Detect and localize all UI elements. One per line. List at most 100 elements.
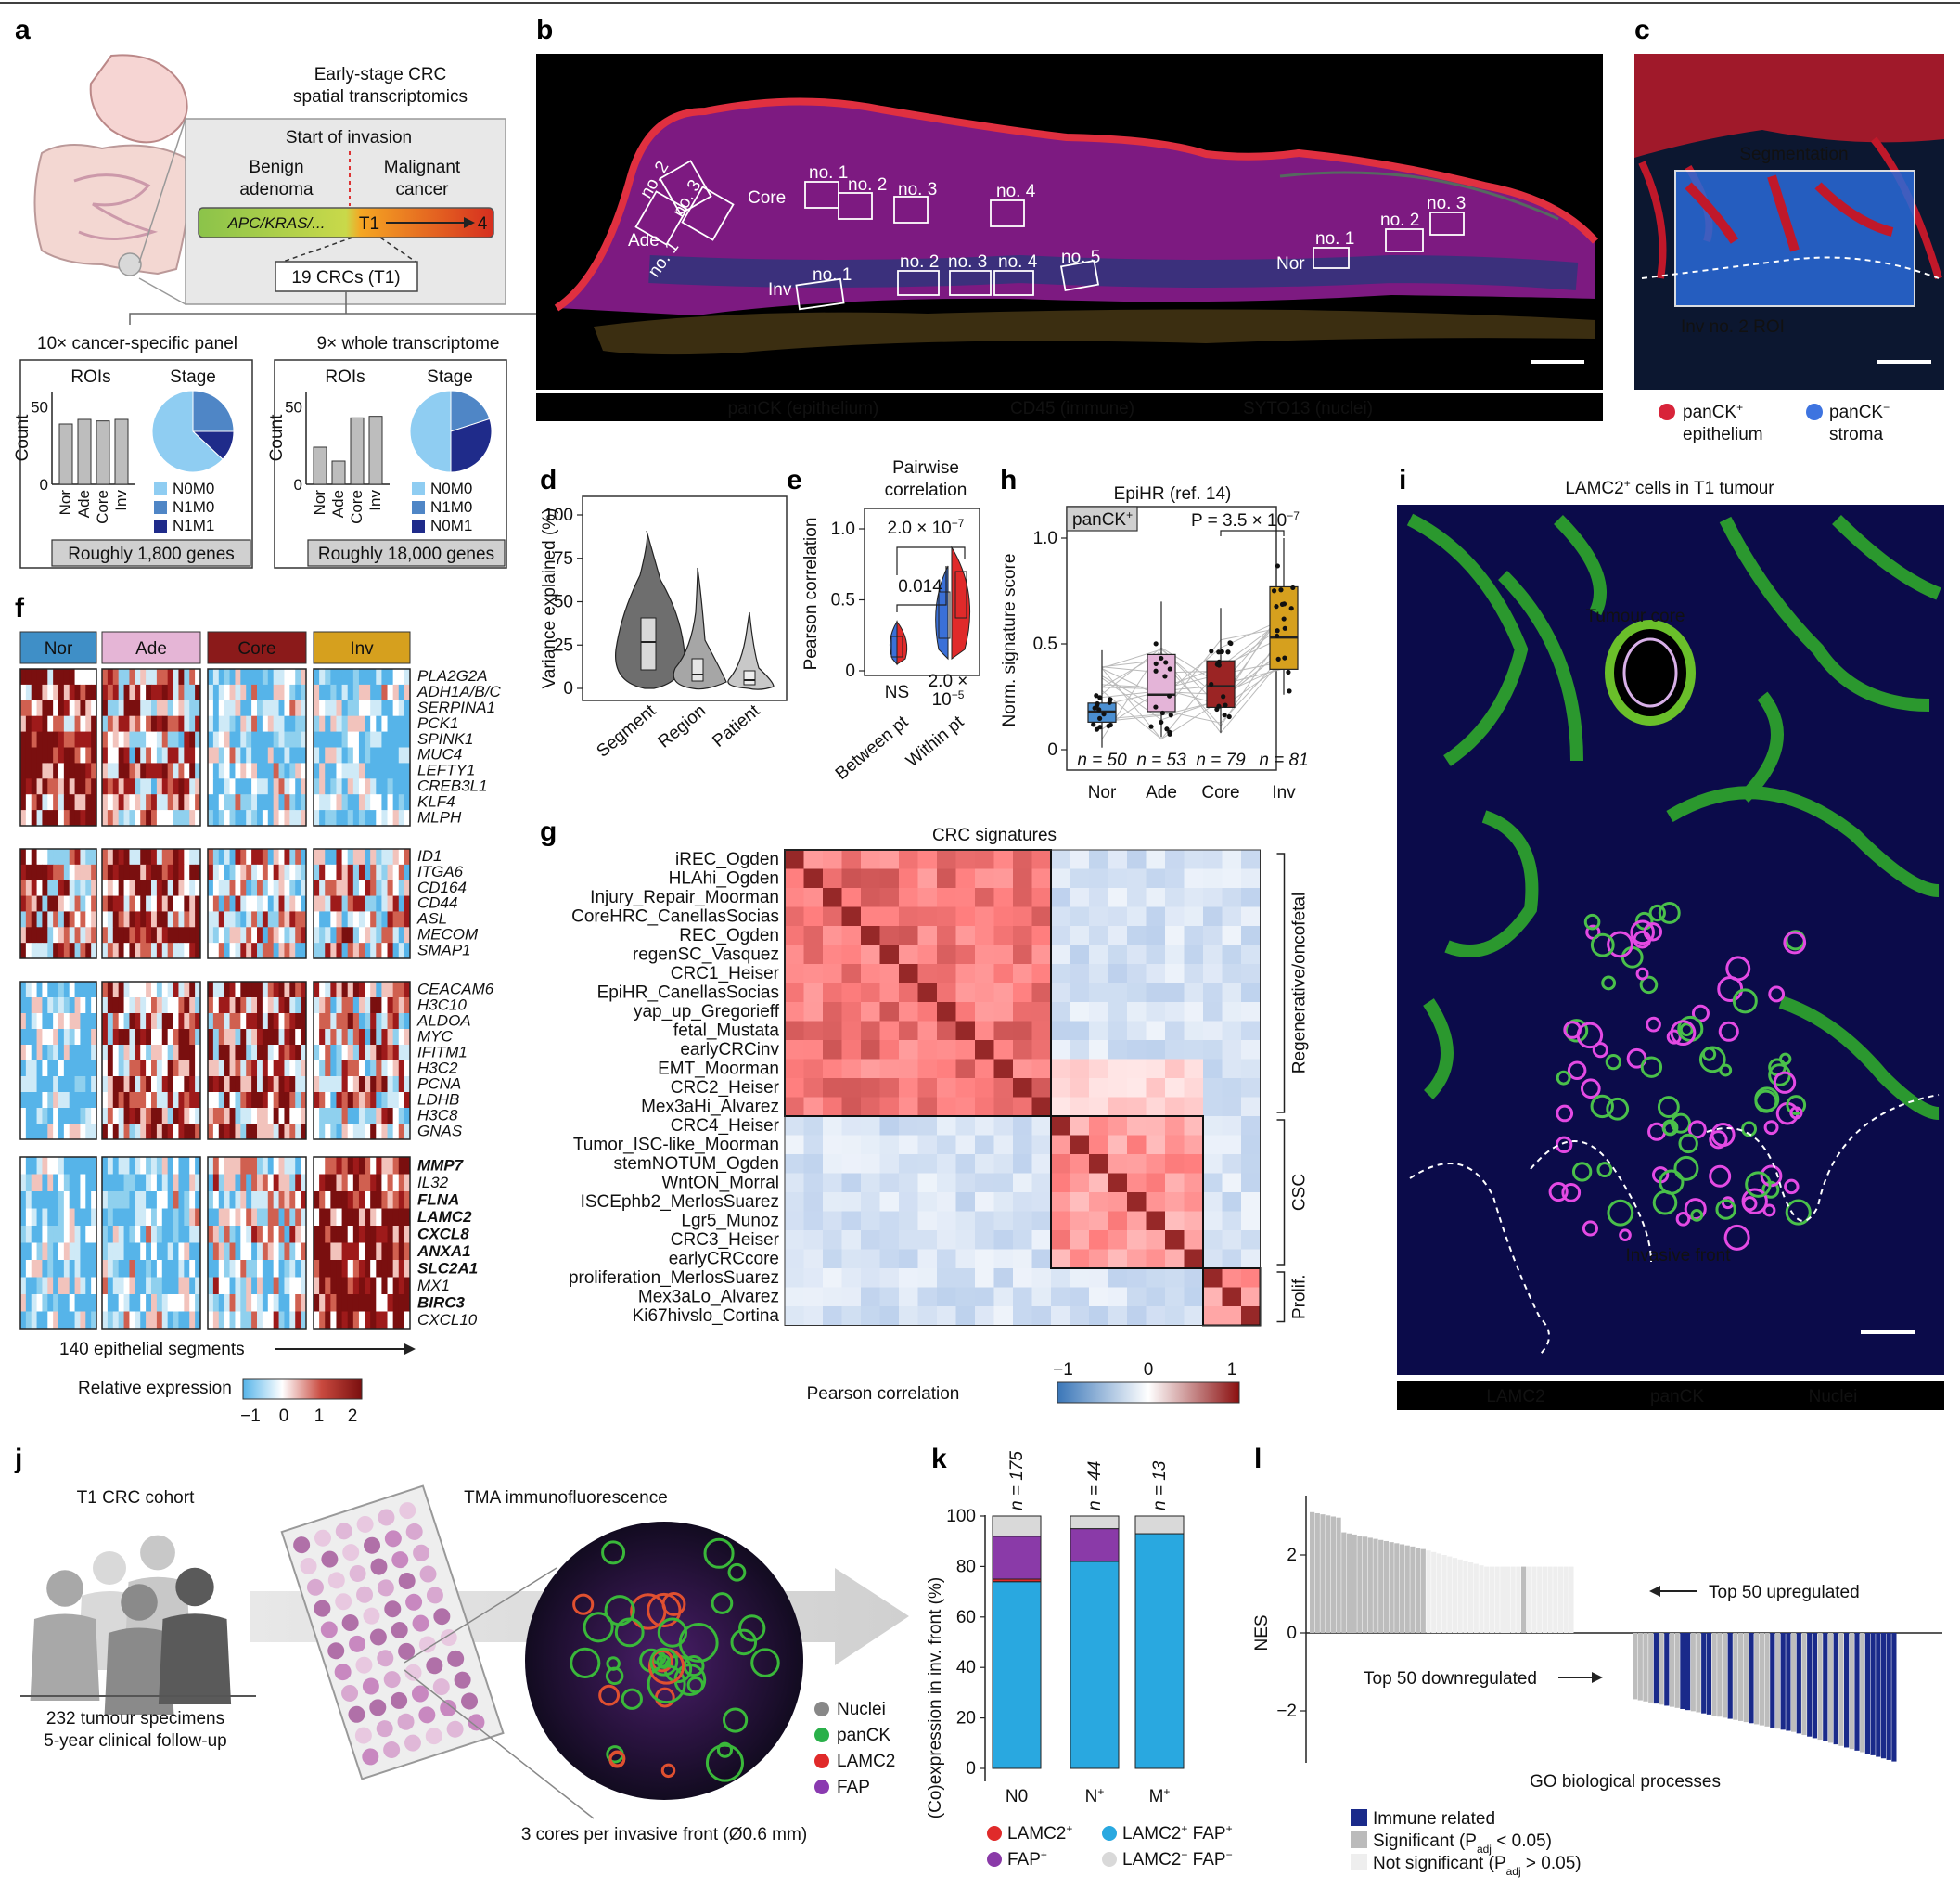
g-cluster-0: Regenerative/oncofetal	[1290, 893, 1310, 1073]
g-legend-title: Pearson correlation	[807, 1384, 960, 1404]
i-legend-panck: panCK	[1650, 1387, 1704, 1407]
f-segments-label: 140 epithelial segments	[59, 1340, 245, 1359]
k-ytick-40: 40	[956, 1658, 976, 1677]
mutation-label: APC/KRAS/...	[227, 214, 326, 232]
l-ytick-1: 0	[1287, 1624, 1297, 1643]
right-roi-bar-ade	[331, 460, 346, 485]
g-signature-earlycrccore: earlyCRCcore	[669, 1249, 779, 1268]
l-legend-immune: Immune related	[1373, 1809, 1495, 1829]
g-legend-tick-2: 1	[1227, 1360, 1237, 1380]
panel-k-stacked-bar: (Co)expression in inv. front (%) 0 20 40 60…	[926, 1451, 1233, 1870]
b-nor-roi-2: no. 2	[1380, 211, 1419, 230]
left-stage-legend-3: N1M1	[173, 517, 214, 534]
f-legend-title: Relative expression	[78, 1379, 232, 1398]
right-xtick-core: Core	[348, 490, 365, 524]
k-bar-n-seg-3	[1070, 1515, 1120, 1530]
k-bar-n-seg-2	[1070, 1528, 1120, 1562]
b-legend-syto13: SYTO13 (nuclei)	[1243, 399, 1373, 418]
k-ytick-100: 100	[946, 1507, 976, 1526]
b-legend-panck: panCK (epithelium)	[728, 399, 879, 418]
k-legend-dot-1	[1102, 1826, 1117, 1841]
j-specimens-line2: 5-year clinical follow-up	[44, 1731, 226, 1751]
f-gene-flna: FLNA	[417, 1190, 459, 1208]
f-gene-cd44: CD44	[417, 894, 457, 912]
left-pie-slice-1	[192, 390, 235, 432]
j-legend-panck: panCK	[837, 1726, 890, 1745]
k-bar-m-seg-0	[1134, 1533, 1185, 1769]
f-gene-cxcl8: CXCL8	[417, 1225, 469, 1242]
left-stage-legend-swatch-3	[154, 520, 167, 533]
left-roi-bar-core	[96, 420, 110, 485]
a-title-line2: spatial transcriptomics	[293, 87, 468, 107]
left-roi-bar-ade	[77, 418, 92, 485]
k-legend-dot-3	[1102, 1852, 1117, 1867]
e-ytick-0: 0	[845, 662, 855, 681]
panel-a: Early-stage CRC spatial transcriptomics …	[13, 54, 539, 569]
f-group-header-core	[207, 631, 307, 664]
g-signature-ki67hivslo-cortina: Ki67hivslo_Cortina	[633, 1306, 780, 1326]
panel-letter-c: c	[1634, 15, 1650, 45]
d-ytick-50: 50	[554, 593, 573, 612]
f-gene-anxa1: ANXA1	[416, 1242, 471, 1260]
c-roi-label: Inv no. 2 ROI	[1681, 317, 1785, 337]
right-rois-label: ROIs	[325, 367, 365, 387]
j-legend-lamc2: LAMC2	[837, 1752, 895, 1771]
right-genes-label: Roughly 18,000 genes	[318, 545, 494, 564]
j-legend-dot-nuclei	[814, 1702, 829, 1716]
k-ytick-60: 60	[956, 1608, 976, 1627]
d-ytick-75: 75	[554, 549, 573, 569]
k-ytick-20: 20	[956, 1709, 976, 1728]
g-cluster-1: CSC	[1290, 1174, 1310, 1211]
t4-label: 4	[478, 214, 488, 234]
left-xtick-nor: Nor	[57, 490, 74, 516]
h-p-value: P = 3.5 × 10−7	[1191, 509, 1300, 531]
right-stage-legend-swatch-2	[412, 501, 425, 514]
d-ytick-0: 0	[563, 679, 573, 699]
h-n-core: n = 79	[1196, 751, 1246, 770]
g-legend-tick-0: −1	[1053, 1360, 1073, 1380]
i-legend-lamc2: LAMC2	[1486, 1387, 1544, 1407]
panel-letter-e: e	[787, 465, 802, 495]
right-stage-legend-2: N1M0	[430, 498, 472, 516]
l-ytick-0: −2	[1276, 1702, 1297, 1721]
gi-tract-illustration	[33, 54, 192, 276]
panel-l-nes-bar: NES −2 0 2 Top 50 upregulated Top 50 downr…	[1252, 1496, 1942, 1878]
c-legend-stroma-dot	[1806, 404, 1823, 420]
j-legend-dot-fap	[814, 1780, 829, 1794]
j-cores-label: 3 cores per invasive front (Ø0.6 mm)	[521, 1825, 807, 1844]
f-gene-h3c8: H3C8	[417, 1106, 458, 1124]
e-ytick-1.0: 1.0	[831, 520, 855, 539]
c-legend-stroma-line2: stroma	[1829, 425, 1884, 444]
right-stage-label: Stage	[427, 367, 473, 387]
k-ytick-80: 80	[956, 1557, 976, 1576]
right-xtick-nor: Nor	[311, 490, 328, 516]
panel-letter-b: b	[536, 15, 553, 45]
d-xlabel-region: Region	[655, 701, 711, 752]
g-signature-regensc-vasquez: regenSC_Vasquez	[633, 944, 779, 964]
g-signature-crc4-heiser: CRC4_Heiser	[671, 1116, 780, 1136]
j-tma-slide	[280, 1484, 505, 1780]
b-legend-cd45: CD45 (immune)	[1010, 399, 1134, 418]
k-ytick-0: 0	[966, 1759, 976, 1779]
right-pie-slice-2	[450, 418, 493, 473]
f-gene-klf4: KLF4	[417, 792, 455, 810]
e-title-line1: Pairwise	[892, 458, 959, 478]
f-gene-il32: IL32	[417, 1174, 449, 1191]
h-ytick-1.0: 1.0	[1033, 529, 1057, 548]
right-xtick-ade: Ade	[329, 490, 347, 518]
k-bar-n0-seg-3	[992, 1515, 1042, 1537]
k-bar-m-seg-3	[1134, 1515, 1185, 1535]
b-nor-roi-1: no. 1	[1315, 229, 1354, 249]
f-gene-pla2g2a: PLA2G2A	[417, 667, 488, 685]
j-tma-label: TMA immunofluorescence	[464, 1488, 668, 1508]
g-legend-gradient	[1057, 1381, 1240, 1404]
f-gene-ldhb: LDHB	[417, 1090, 459, 1108]
f-gene-mlph: MLPH	[417, 808, 462, 826]
malignant-label-line1: Malignant	[384, 158, 461, 177]
right-roi-bar-core	[350, 417, 365, 485]
panel-letter-i: i	[1399, 465, 1406, 495]
g-signature-wnton-morral: WntON_Morral	[661, 1173, 779, 1192]
i-title: LAMC2+ cells in T1 tumour	[1565, 477, 1774, 498]
start-of-invasion-label: Start of invasion	[286, 128, 412, 148]
left-stage-label: Stage	[170, 367, 216, 387]
